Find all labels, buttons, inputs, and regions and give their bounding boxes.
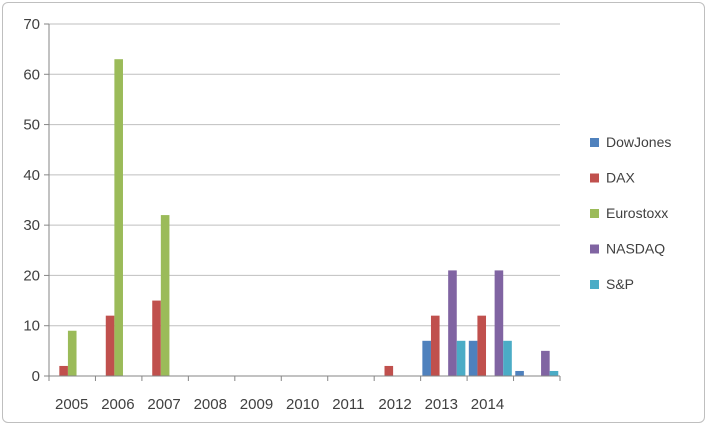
bar-sp-extra <box>549 370 559 376</box>
bar-eurostoxx-2007 <box>160 215 170 376</box>
bar-dax-2012 <box>384 365 394 376</box>
x-tick-label: 2014 <box>471 396 504 413</box>
x-tick-label: 2011 <box>332 396 364 413</box>
x-axis-ticks: 2005 2006 2007 2008 2009 2010 2011 2012 2013 2014 <box>48 376 561 413</box>
legend-label: S&P <box>606 276 634 292</box>
bar-dax-2013 <box>430 315 440 376</box>
bar-dax-2006 <box>105 315 115 376</box>
legend-label: DowJones <box>606 134 671 150</box>
bar-nasdaq-2014 <box>494 270 504 376</box>
y-tick-label: 40 <box>23 167 40 184</box>
legend-swatch <box>590 244 599 254</box>
legend-label: Eurostoxx <box>606 205 668 221</box>
legend-swatch <box>590 138 599 147</box>
gridlines <box>49 23 560 327</box>
legend-swatch <box>590 209 599 218</box>
y-tick-label: 20 <box>23 267 40 284</box>
legend-label: DAX <box>606 170 635 186</box>
y-tick-label: 10 <box>23 318 40 335</box>
legend: DowJones DAX Eurostoxx NASDAQ S&P <box>590 134 671 292</box>
x-tick-label: 2013 <box>425 396 458 413</box>
x-tick-label: 2005 <box>55 396 88 413</box>
axes <box>48 24 560 377</box>
y-tick-label: 60 <box>23 66 40 83</box>
bar-dowjones-2013 <box>422 340 431 376</box>
x-tick-label: 2012 <box>378 396 411 413</box>
bar-nasdaq-extra <box>541 350 550 376</box>
legend-swatch <box>590 173 599 183</box>
bar-nasdaq-2013 <box>448 270 457 376</box>
bar-sp-2014 <box>503 340 512 376</box>
x-tick-label: 2006 <box>101 396 134 413</box>
x-tick-label: 2008 <box>194 396 227 413</box>
y-axis-ticks: 0 10 20 30 40 50 60 70 <box>23 16 49 385</box>
bar-dax-2014 <box>477 315 487 376</box>
legend-swatch <box>590 280 599 289</box>
x-tick-label: 2009 <box>240 396 273 413</box>
bar-sp-2013 <box>456 340 466 376</box>
legend-label: NASDAQ <box>606 241 665 257</box>
bar-eurostoxx-2006 <box>114 59 123 376</box>
y-tick-label: 50 <box>23 117 40 134</box>
y-tick-label: 0 <box>32 368 40 385</box>
bar-dax-2005 <box>59 365 68 376</box>
x-tick-label: 2007 <box>147 396 180 413</box>
x-tick-label: 2010 <box>286 396 319 413</box>
bar-dowjones-2014 <box>468 340 478 376</box>
bar-eurostoxx-2005 <box>67 330 77 376</box>
y-tick-label: 30 <box>23 217 40 234</box>
bars <box>59 59 559 376</box>
bar-dowjones-extra <box>515 370 524 376</box>
bar-dax-2007 <box>152 300 161 376</box>
y-tick-label: 70 <box>23 16 40 33</box>
